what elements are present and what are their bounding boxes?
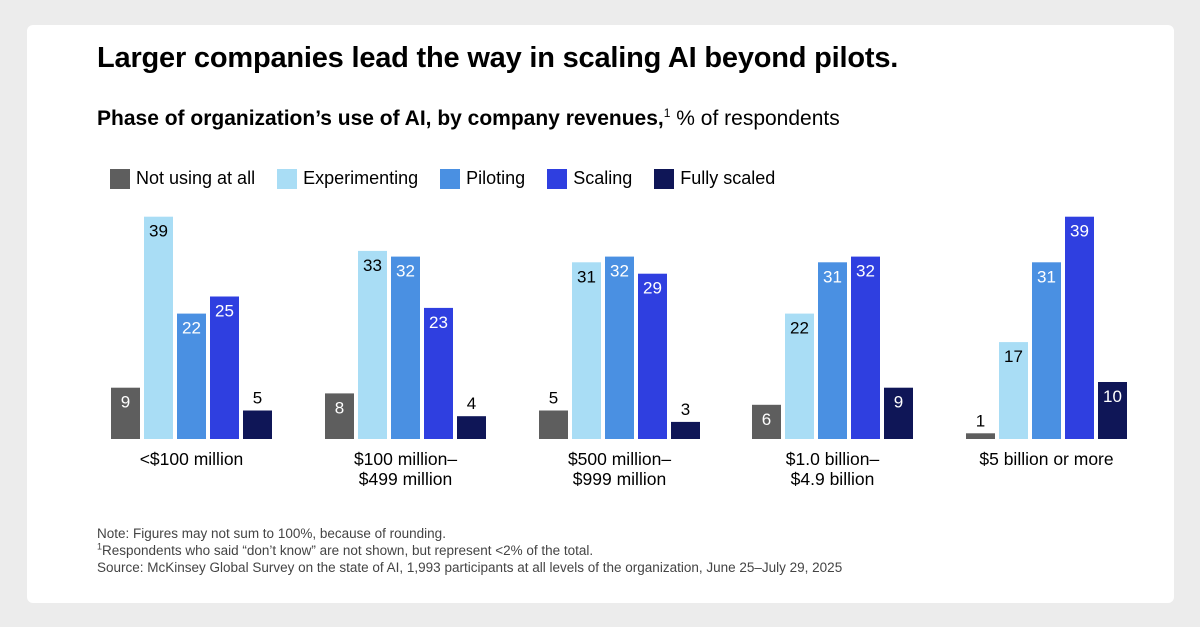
category-label-group-4-line-2: $4.9 billion (791, 469, 875, 489)
value-label-scaling-group-2: 23 (429, 313, 448, 332)
bar-piloting-group-2 (391, 256, 420, 439)
bar-scaling-group-3 (638, 273, 667, 439)
bar-piloting-group-1 (177, 313, 206, 439)
bar-not-using-group-2 (325, 393, 354, 439)
chart-subtitle: Phase of organization’s use of AI, by co… (97, 107, 840, 131)
value-label-scaling-group-3: 29 (643, 279, 662, 298)
legend-item-fully-scaled: Fully scaled (654, 168, 775, 189)
note-footnote-mark: 1 (97, 541, 103, 552)
value-label-scaling-group-1: 25 (215, 302, 234, 321)
value-label-fully-scaled-group-2: 4 (467, 394, 476, 413)
legend-label-experimenting: Experimenting (303, 168, 419, 188)
notes: Note: Figures may not sum to 100%, becau… (97, 525, 842, 576)
legend-label-fully-scaled: Fully scaled (680, 168, 776, 188)
bar-fully-scaled-group-4 (884, 387, 913, 439)
legend-label-scaling: Scaling (573, 168, 633, 188)
bar-piloting-group-4 (818, 262, 847, 439)
value-label-experimenting-group-5: 17 (1004, 347, 1023, 366)
bar-experimenting-group-5 (999, 342, 1028, 439)
value-label-experimenting-group-3: 31 (577, 267, 596, 286)
bar-not-using-group-4 (752, 404, 781, 439)
value-label-piloting-group-4: 31 (823, 267, 842, 286)
value-label-not-using-group-2: 8 (335, 398, 344, 417)
bar-piloting-group-3 (605, 256, 634, 439)
category-label-group-3-line-2: $999 million (573, 469, 666, 489)
value-label-not-using-group-3: 5 (549, 389, 558, 408)
bar-fully-scaled-group-1 (243, 410, 272, 439)
note-footnote: 1Respondents who said “don’t know” are n… (97, 542, 842, 559)
value-label-not-using-group-5: 1 (976, 411, 985, 430)
value-label-piloting-group-5: 31 (1037, 267, 1056, 286)
value-label-not-using-group-4: 6 (762, 410, 771, 429)
legend-item-not-using: Not using at all (110, 168, 255, 189)
category-label-group-5-line-1: $5 billion or more (979, 449, 1113, 469)
legend-swatch-piloting (440, 168, 461, 189)
legend-swatch-not-using (110, 168, 130, 189)
legend-item-piloting: Piloting (440, 168, 525, 189)
legend-swatch-fully-scaled (654, 168, 675, 189)
value-label-fully-scaled-group-1: 5 (253, 389, 262, 408)
value-label-fully-scaled-group-3: 3 (681, 400, 690, 419)
subtitle-footnote-mark: 1 (663, 106, 671, 120)
bar-not-using-group-5 (966, 433, 995, 439)
legend-label-not-using: Not using at all (136, 168, 256, 188)
legend-swatch-experimenting (277, 168, 298, 189)
bar-not-using-group-3 (539, 410, 568, 439)
bar-not-using-group-1 (111, 387, 140, 439)
category-label-group-2-line-1: $100 million– (354, 449, 457, 469)
bar-experimenting-group-3 (572, 262, 601, 439)
category-label-group-2-line-2: $499 million (359, 469, 452, 489)
legend-label-piloting: Piloting (466, 168, 526, 188)
value-label-fully-scaled-group-4: 9 (894, 393, 903, 412)
category-label-group-4-line-1: $1.0 billion– (786, 449, 880, 469)
value-label-piloting-group-2: 32 (396, 262, 415, 281)
bar-scaling-group-1 (210, 296, 239, 439)
bar-fully-scaled-group-2 (457, 416, 486, 439)
bar-piloting-group-5 (1032, 262, 1061, 439)
bar-experimenting-group-1 (144, 216, 173, 439)
category-label-group-1-line-1: <$100 million (140, 449, 244, 469)
value-label-experimenting-group-4: 22 (790, 319, 809, 338)
value-label-fully-scaled-group-5: 10 (1103, 387, 1122, 406)
value-label-not-using-group-1: 9 (121, 393, 130, 412)
value-label-scaling-group-5: 39 (1070, 222, 1089, 241)
note-footnote-text: Respondents who said “don’t know” are no… (102, 543, 594, 558)
subtitle-unit: % of respondents (670, 107, 840, 130)
note-source: Source: McKinsey Global Survey on the st… (97, 560, 843, 575)
bar-fully-scaled-group-3 (671, 421, 700, 439)
legend-item-experimenting: Experimenting (277, 168, 418, 189)
value-label-experimenting-group-1: 39 (149, 222, 168, 241)
chart-title: Larger companies lead the way in scaling… (97, 42, 899, 74)
value-label-piloting-group-3: 32 (610, 262, 629, 281)
bar-fully-scaled-group-5 (1098, 382, 1127, 439)
bar-experimenting-group-2 (358, 250, 387, 439)
bar-experimenting-group-4 (785, 313, 814, 439)
legend-swatch-scaling (547, 168, 568, 189)
bar-scaling-group-4 (851, 256, 880, 439)
value-label-piloting-group-1: 22 (182, 319, 201, 338)
bar-scaling-group-5 (1065, 216, 1094, 439)
note-rounding: Note: Figures may not sum to 100%, becau… (97, 526, 446, 541)
value-label-scaling-group-4: 32 (856, 262, 875, 281)
legend: Not using at all Experimenting Piloting … (110, 168, 797, 189)
category-label-group-3-line-1: $500 million– (568, 449, 671, 469)
legend-item-scaling: Scaling (547, 168, 632, 189)
bar-scaling-group-2 (424, 307, 453, 439)
subtitle-bold: Phase of organization’s use of AI, by co… (97, 107, 664, 130)
value-label-experimenting-group-2: 33 (363, 256, 382, 275)
